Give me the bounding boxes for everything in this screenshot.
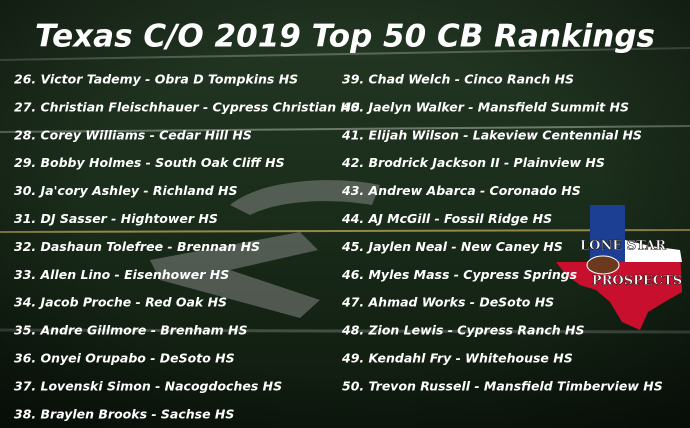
ranking-entry: 29. Bobby Holmes - South Oak Cliff HS — [14, 155, 285, 170]
ranking-entry: 36. Onyei Orupabo - DeSoto HS — [14, 351, 235, 366]
ranking-entry: 33. Allen Lino - Eisenhower HS — [14, 267, 229, 282]
ranking-entry: 34. Jacob Proche - Red Oak HS — [14, 295, 227, 310]
logo-red — [556, 205, 682, 330]
logo-ball — [586, 255, 620, 275]
ranking-entry: 40. Jaelyn Walker - Mansfield Summit HS — [341, 99, 629, 114]
ranking-entry: 41. Elijah Wilson - Lakeview Centennial … — [341, 127, 642, 142]
logo-line1: LONE STAR — [580, 239, 666, 254]
ranking-entry: 37. Lovenski Simon - Nacogdoches HS — [14, 378, 282, 393]
ranking-entry: 28. Corey Williams - Cedar Hill HS — [14, 127, 252, 142]
ranking-entry: 49. Kendahl Fry - Whitehouse HS — [341, 351, 573, 366]
ranking-entry: 48. Zion Lewis - Cypress Ranch HS — [341, 323, 585, 338]
ranking-entry: 43. Andrew Abarca - Coronado HS — [341, 183, 581, 198]
ranking-entry: 32. Dashaun Tolefree - Brennan HS — [14, 239, 260, 254]
ranking-entry: 38. Braylen Brooks - Sachse HS — [14, 406, 234, 421]
ranking-entry: 26. Victor Tademy - Obra D Tompkins HS — [14, 72, 298, 87]
ranking-entry: 44. AJ McGill - Fossil Ridge HS — [341, 211, 552, 226]
title: Texas C/O 2019 Top 50 CB Rankings — [35, 19, 655, 55]
ranking-entry: 30. Ja'cory Ashley - Richland HS — [14, 183, 238, 198]
ranking-entry: 27. Christian Fleischhauer - Cypress Chr… — [14, 99, 360, 114]
ranking-entry: 47. Ahmad Works - DeSoto HS — [341, 295, 554, 310]
ranking-entry: 42. Brodrick Jackson II - Plainview HS — [341, 155, 605, 170]
logo-blue — [556, 205, 625, 262]
logo-white — [625, 240, 682, 262]
ranking-entry: 39. Chad Welch - Cinco Ranch HS — [342, 72, 574, 87]
logo-line2: PROSPECTS — [592, 274, 682, 289]
ranking-entry: 45. Jaylen Neal - New Caney HS — [341, 239, 563, 254]
ranking-entry: 31. DJ Sasser - Hightower HS — [14, 211, 218, 226]
ranking-entry: 46. Myles Mass - Cypress Springs — [341, 267, 577, 282]
rankings: 26. Victor Tademy - Obra D Tompkins HS 27… — [14, 72, 663, 422]
ranking-entry: 35. Andre Gillmore - Brenham HS — [14, 323, 248, 338]
logo: LONE STAR PROSPECTS — [556, 205, 682, 330]
ranking-entry: 50. Trevon Russell - Mansfield Timbervie… — [342, 378, 663, 393]
